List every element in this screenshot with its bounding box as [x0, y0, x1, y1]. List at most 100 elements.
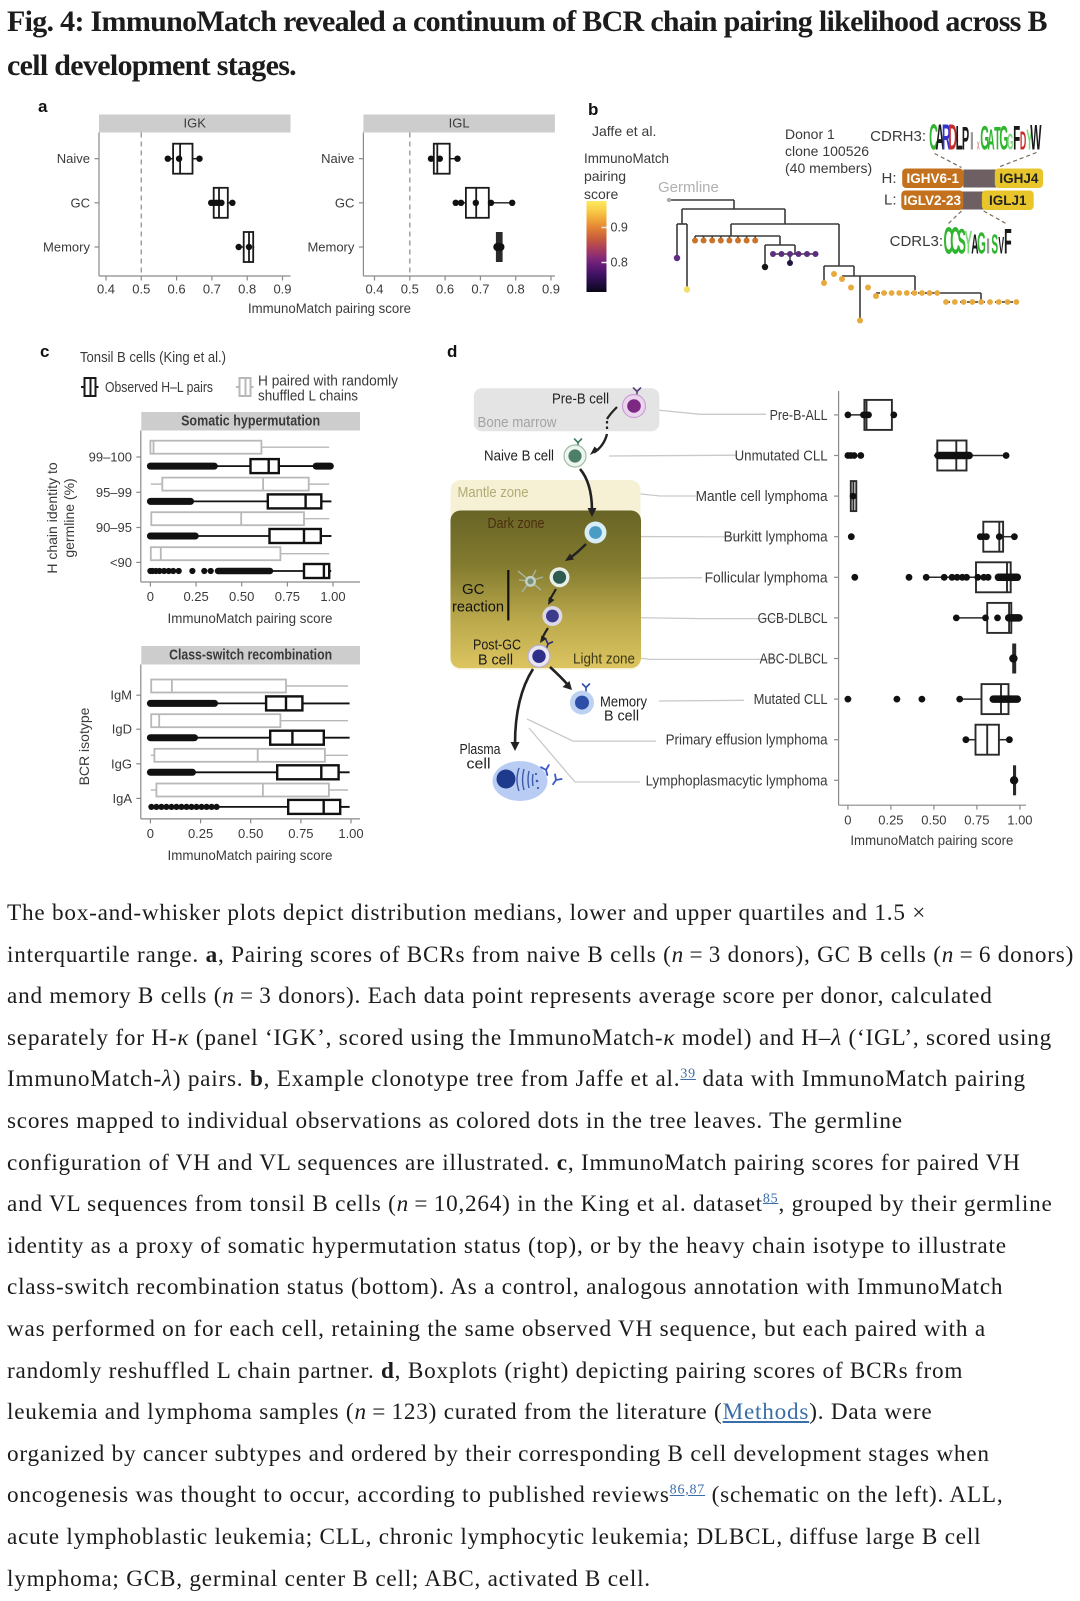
svg-text:P: P — [962, 121, 969, 157]
svg-text:T: T — [994, 121, 1001, 157]
svg-text:BCR isotype: BCR isotype — [76, 707, 92, 785]
svg-text:a: a — [38, 97, 48, 116]
svg-text:1.00: 1.00 — [320, 589, 345, 604]
svg-text:A: A — [988, 123, 995, 156]
svg-text:0.7: 0.7 — [203, 282, 221, 297]
svg-text:Naive: Naive — [321, 151, 354, 166]
svg-text:x: x — [977, 137, 980, 153]
svg-text:Observed H–L pairs: Observed H–L pairs — [105, 379, 213, 396]
svg-text:0: 0 — [844, 813, 851, 828]
svg-text:0.25: 0.25 — [183, 589, 208, 604]
svg-text:Bone marrow: Bone marrow — [478, 414, 557, 431]
svg-text:0.25: 0.25 — [878, 813, 903, 828]
svg-text:C: C — [950, 220, 960, 263]
svg-text:Germline: Germline — [658, 179, 719, 196]
svg-text:Class-switch recombination: Class-switch recombination — [169, 647, 332, 664]
svg-text:Naive: Naive — [57, 151, 90, 166]
svg-text:pairing: pairing — [584, 168, 626, 184]
svg-text:ABC-DLBCL: ABC-DLBCL — [760, 651, 828, 668]
svg-text:Plasma: Plasma — [460, 741, 502, 758]
svg-text:c: c — [40, 342, 49, 361]
svg-text:0.6: 0.6 — [168, 282, 186, 297]
svg-text:D: D — [948, 117, 957, 157]
svg-text:ImmunoMatch pairing score: ImmunoMatch pairing score — [248, 300, 411, 316]
svg-text:(40 members): (40 members) — [785, 160, 872, 176]
svg-text:Memory: Memory — [600, 694, 647, 711]
svg-text:cell: cell — [467, 756, 491, 773]
svg-text:0: 0 — [147, 589, 154, 604]
svg-text:Mantle cell lymphoma: Mantle cell lymphoma — [696, 488, 829, 505]
svg-text:Y: Y — [1026, 123, 1033, 156]
svg-text:0.7: 0.7 — [471, 282, 489, 297]
svg-text:R: R — [942, 117, 951, 157]
svg-text:Pre-B cell: Pre-B cell — [552, 391, 609, 408]
svg-text:IGK: IGK — [183, 116, 206, 131]
svg-text:0.5: 0.5 — [132, 282, 150, 297]
svg-text:0.75: 0.75 — [275, 589, 300, 604]
svg-text:b: b — [588, 100, 598, 119]
svg-text:IgM: IgM — [110, 688, 132, 703]
svg-text:IGLJ1: IGLJ1 — [989, 193, 1027, 208]
svg-text:IgG: IgG — [111, 756, 132, 771]
svg-text:S: S — [991, 230, 998, 261]
svg-text:ImmunoMatch pairing score: ImmunoMatch pairing score — [168, 847, 333, 863]
svg-text:reaction: reaction — [452, 599, 504, 616]
svg-text:H:: H: — [882, 170, 897, 187]
svg-text:C: C — [944, 220, 954, 263]
svg-text:Burkitt lymphoma: Burkitt lymphoma — [724, 529, 829, 546]
svg-text:A: A — [971, 230, 978, 261]
svg-text:Naive B cell: Naive B cell — [484, 448, 554, 465]
svg-text:G: G — [1007, 128, 1013, 155]
svg-text:H chain identity to: H chain identity to — [44, 462, 60, 573]
svg-text:Primary effusion lymphoma: Primary effusion lymphoma — [666, 732, 829, 749]
svg-text:90–95: 90–95 — [96, 520, 132, 535]
svg-text:0.9: 0.9 — [611, 221, 628, 235]
svg-text:0.50: 0.50 — [921, 813, 946, 828]
svg-text:0.4: 0.4 — [97, 282, 115, 297]
svg-text:F: F — [1013, 120, 1020, 157]
svg-text:IgA: IgA — [112, 791, 132, 806]
svg-text:A: A — [935, 117, 944, 157]
svg-text:Memory: Memory — [307, 240, 354, 255]
svg-text:0.50: 0.50 — [238, 826, 263, 841]
svg-text:D: D — [1020, 127, 1026, 156]
svg-text:GC: GC — [71, 195, 91, 210]
svg-text:V: V — [998, 232, 1004, 259]
svg-text:Donor 1: Donor 1 — [785, 126, 835, 142]
svg-text:B cell: B cell — [478, 652, 513, 669]
svg-text:L: L — [956, 120, 963, 157]
svg-text:95–99: 95–99 — [96, 485, 132, 500]
svg-text:d: d — [447, 342, 457, 361]
svg-text:0.8: 0.8 — [507, 282, 525, 297]
svg-text:IGL: IGL — [449, 116, 470, 131]
svg-text:Mantle zone: Mantle zone — [458, 484, 529, 501]
svg-text:B cell: B cell — [604, 708, 639, 725]
svg-text:Mutated CLL: Mutated CLL — [754, 691, 828, 708]
svg-text:0.75: 0.75 — [964, 813, 989, 828]
svg-text:L:: L: — [884, 192, 897, 209]
svg-text:shuffled L chains: shuffled L chains — [258, 388, 358, 405]
svg-text:Jaffe et al.: Jaffe et al. — [592, 123, 656, 139]
svg-text:Somatic hypermutation: Somatic hypermutation — [181, 413, 320, 430]
svg-text:CDRL3:: CDRL3: — [890, 233, 943, 250]
svg-text:IgD: IgD — [112, 722, 132, 737]
svg-text:Post-GC: Post-GC — [473, 637, 521, 654]
svg-text:Dark zone: Dark zone — [488, 515, 545, 532]
svg-text:S: S — [957, 222, 965, 262]
svg-text:Memory: Memory — [43, 240, 90, 255]
svg-text:Light zone: Light zone — [573, 651, 635, 668]
svg-text:ImmunoMatch pairing score: ImmunoMatch pairing score — [168, 610, 333, 626]
svg-text:0.9: 0.9 — [542, 282, 560, 297]
svg-text:Y: Y — [964, 226, 972, 262]
svg-text:C: C — [929, 117, 938, 157]
svg-text:germline (%): germline (%) — [61, 478, 77, 557]
svg-text:GC: GC — [335, 195, 355, 210]
svg-text:IGLV2-23: IGLV2-23 — [904, 193, 962, 208]
svg-text:0.25: 0.25 — [188, 826, 213, 841]
svg-text:Unmutated CLL: Unmutated CLL — [735, 448, 828, 465]
svg-text:0: 0 — [147, 826, 154, 841]
svg-text:GCB-DLBCL: GCB-DLBCL — [758, 610, 828, 627]
svg-text:clone 100526: clone 100526 — [785, 143, 869, 159]
svg-text:ImmunoMatch: ImmunoMatch — [584, 150, 669, 166]
svg-text:G: G — [999, 120, 1008, 157]
